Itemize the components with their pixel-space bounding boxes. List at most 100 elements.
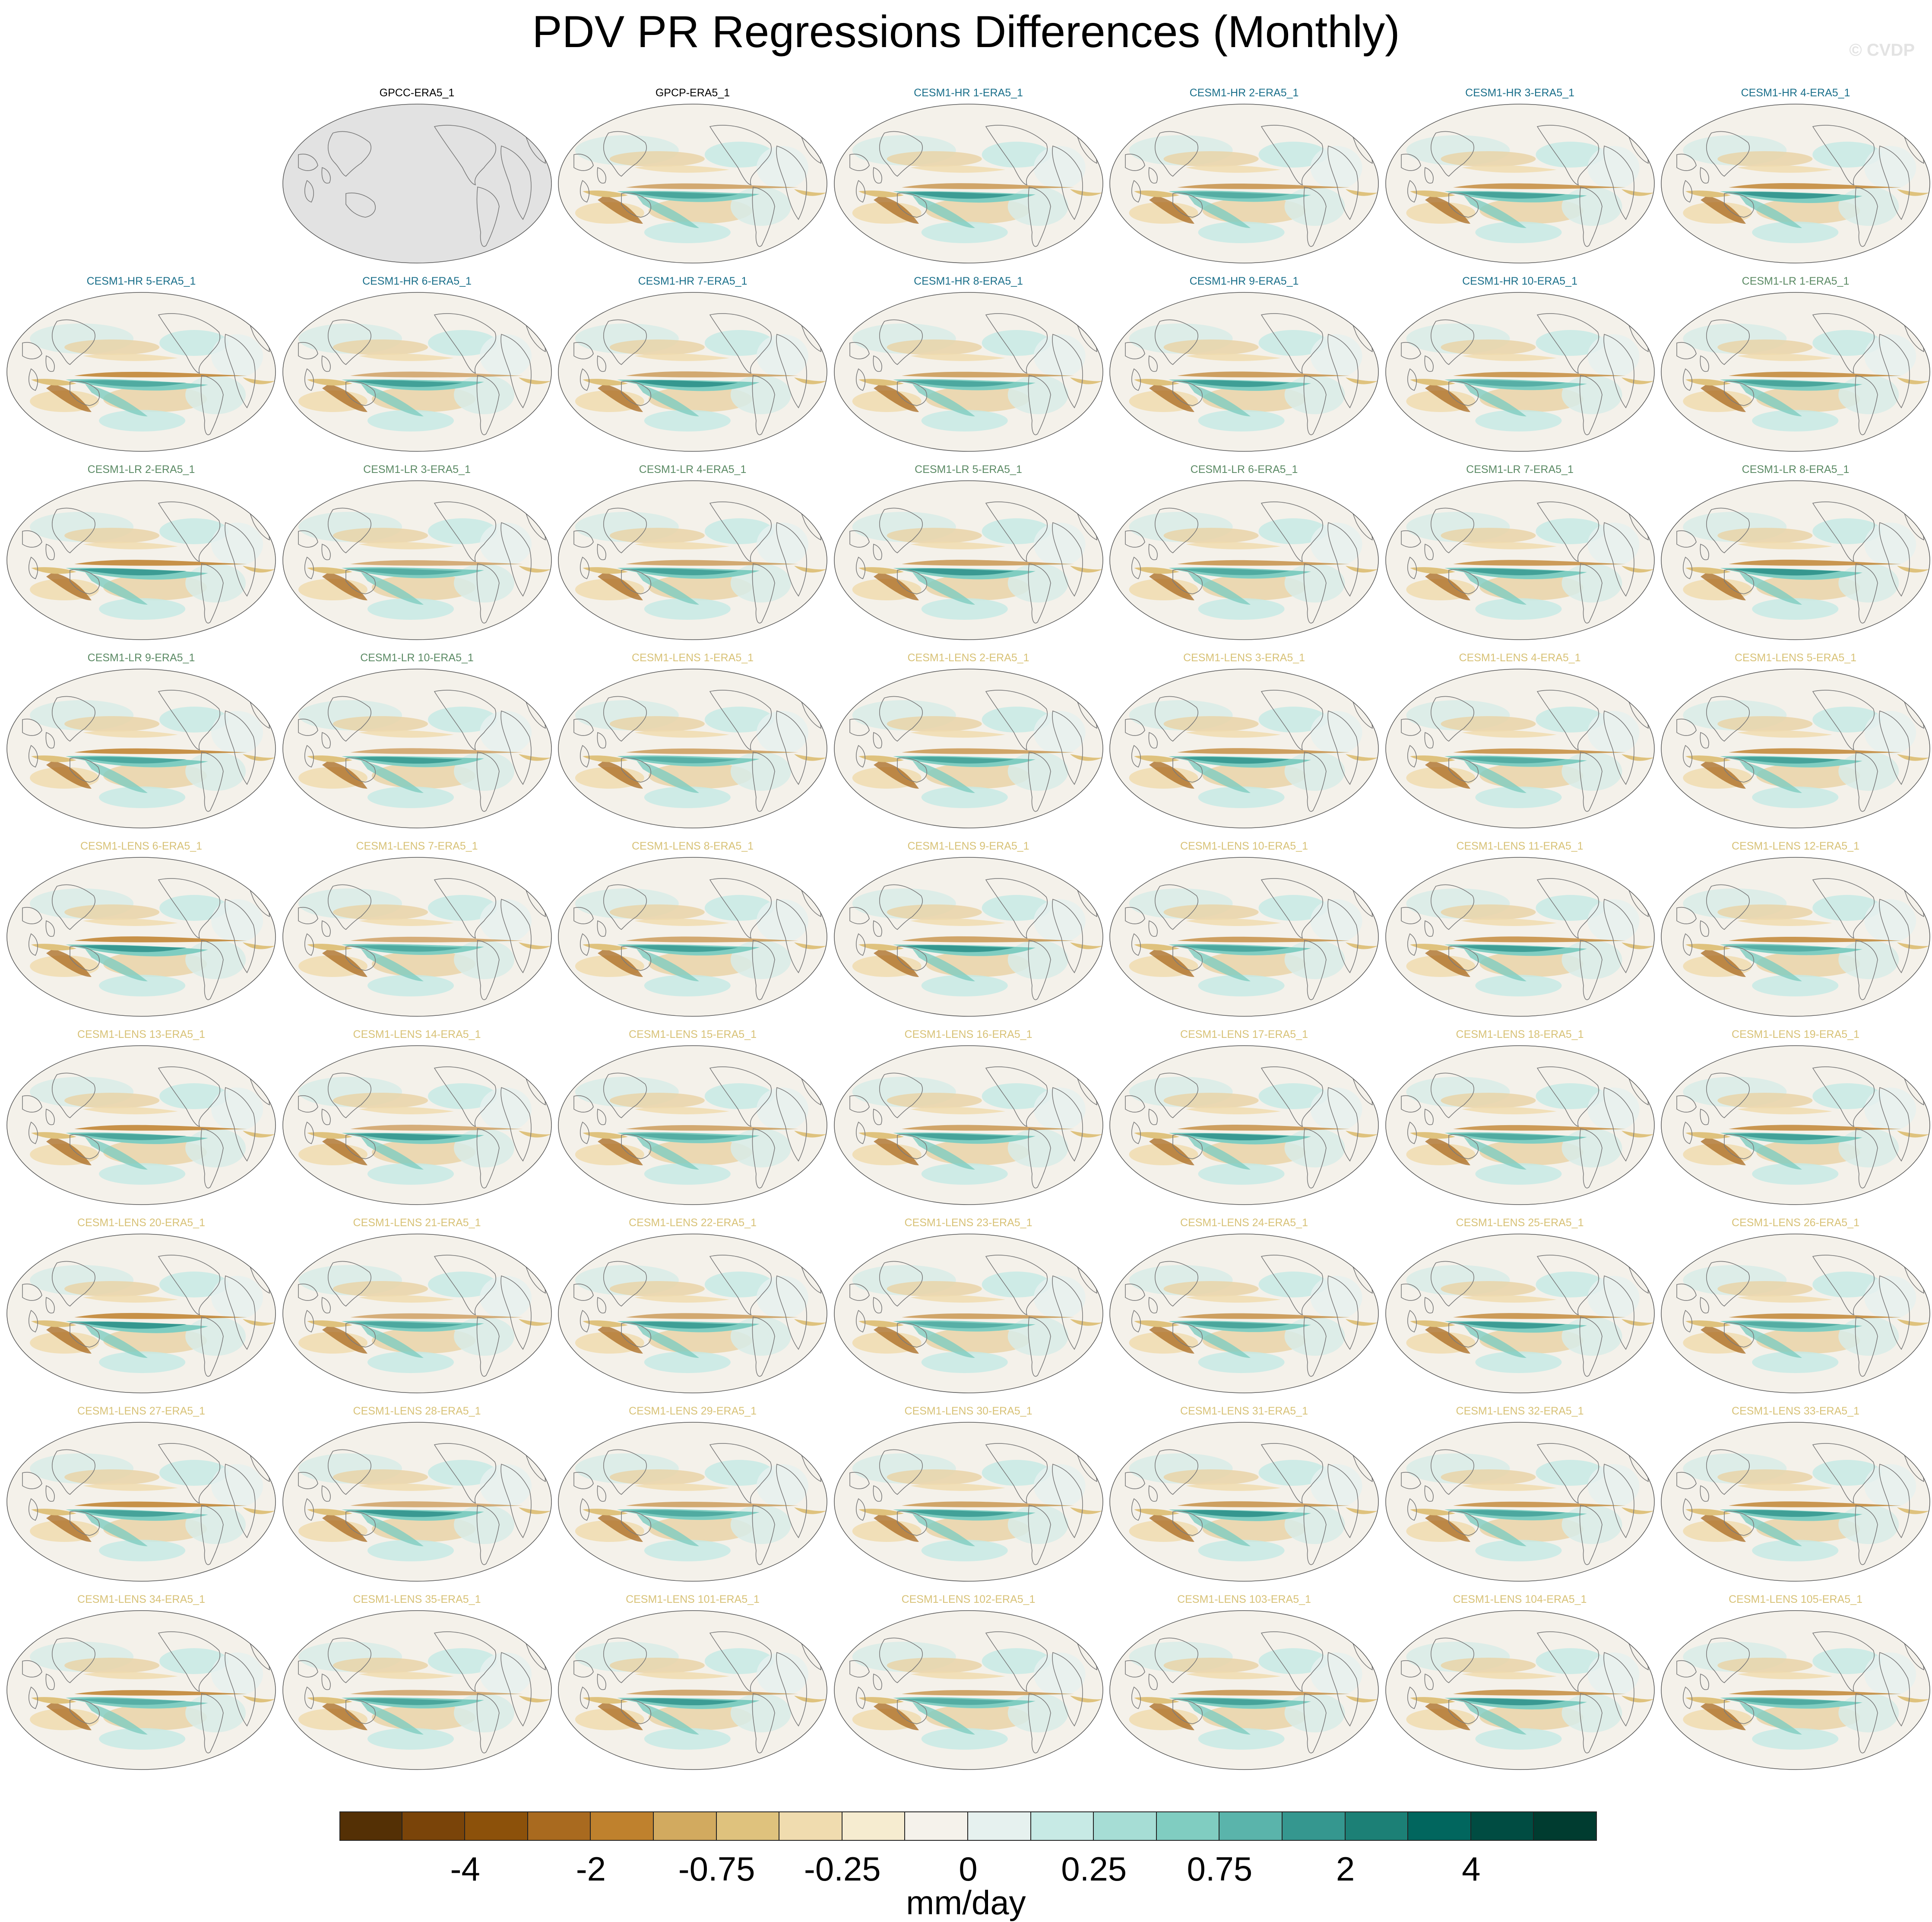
map-panel-title: CESM1-LENS 16-ERA5_1: [904, 1028, 1033, 1040]
map-panel: CESM1-LENS 34-ERA5_1: [5, 1593, 277, 1779]
world-map: [1385, 1422, 1655, 1582]
world-map: [558, 1234, 827, 1393]
map-panel-title: CESM1-LENS 14-ERA5_1: [353, 1028, 481, 1040]
map-panel: CESM1-LENS 16-ERA5_1: [833, 1028, 1105, 1214]
map-panel-title: CESM1-LENS 29-ERA5_1: [629, 1405, 757, 1417]
map-panel-title: CESM1-LENS 33-ERA5_1: [1732, 1405, 1859, 1417]
map-panel-title: CESM1-LENS 102-ERA5_1: [901, 1593, 1036, 1605]
map-panel: CESM1-LENS 101-ERA5_1: [557, 1593, 829, 1779]
map-panel-title: CESM1-LENS 19-ERA5_1: [1732, 1028, 1859, 1040]
map-panel-title: GPCP-ERA5_1: [655, 87, 730, 99]
world-map: [6, 1422, 276, 1582]
world-map: [282, 292, 552, 452]
map-panel: CESM1-LENS 31-ERA5_1: [1108, 1405, 1380, 1590]
map-panel: CESM1-LENS 11-ERA5_1: [1384, 840, 1656, 1025]
map-panel-title: CESM1-LR 10-ERA5_1: [360, 652, 474, 664]
map-panel-title: CESM1-LR 6-ERA5_1: [1190, 463, 1298, 476]
map-panel-title: CESM1-HR 2-ERA5_1: [1189, 87, 1299, 99]
world-map: [1385, 669, 1655, 828]
map-panel: CESM1-LR 3-ERA5_1: [281, 463, 553, 649]
world-map: [833, 104, 1103, 263]
map-panel-title: CESM1-LENS 34-ERA5_1: [77, 1593, 205, 1605]
map-panel: GPCC-ERA5_1: [281, 86, 553, 272]
map-panel-title: GPCC-ERA5_1: [379, 87, 455, 99]
world-map: [833, 1045, 1103, 1205]
map-panel-title: CESM1-LENS 105-ERA5_1: [1729, 1593, 1862, 1605]
map-panel: CESM1-LENS 17-ERA5_1: [1108, 1028, 1380, 1214]
world-map: [1109, 1422, 1379, 1582]
world-map: [1661, 480, 1930, 640]
world-map: [558, 1045, 827, 1205]
world-map: [6, 480, 276, 640]
map-panel-title: CESM1-LR 5-ERA5_1: [915, 463, 1022, 476]
map-panel: CESM1-HR 3-ERA5_1: [1384, 86, 1656, 272]
map-panel: CESM1-LR 7-ERA5_1: [1384, 463, 1656, 649]
map-panel: CESM1-LENS 9-ERA5_1: [833, 840, 1105, 1025]
colorbar-swatch: [1031, 1811, 1094, 1841]
map-panel: CESM1-LENS 22-ERA5_1: [557, 1216, 829, 1402]
map-panel: CESM1-LENS 5-ERA5_1: [1660, 651, 1932, 837]
map-panel: CESM1-LR 10-ERA5_1: [281, 651, 553, 837]
map-panel: CESM1-LENS 25-ERA5_1: [1384, 1216, 1656, 1402]
world-map: [558, 292, 827, 452]
colorbar-swatch: [1283, 1811, 1346, 1841]
world-map: [1661, 669, 1930, 828]
map-panel-title: CESM1-LENS 1-ERA5_1: [631, 652, 754, 664]
world-map: [1385, 1610, 1655, 1770]
map-panel-title: CESM1-HR 4-ERA5_1: [1741, 87, 1850, 99]
map-panel-title: CESM1-LENS 20-ERA5_1: [77, 1217, 205, 1229]
map-panel: CESM1-HR 7-ERA5_1: [557, 275, 829, 460]
world-map: [558, 480, 827, 640]
colorbar-tick-label: 4: [1462, 1850, 1481, 1888]
map-panel: CESM1-LENS 29-ERA5_1: [557, 1405, 829, 1590]
world-map: [833, 480, 1103, 640]
colorbar-swatch: [1094, 1811, 1157, 1841]
map-panel-title: CESM1-LR 8-ERA5_1: [1742, 463, 1850, 476]
colorbar-swatch: [402, 1811, 466, 1841]
colorbar-tick-label: 0.25: [1061, 1850, 1127, 1888]
map-panel: CESM1-LR 5-ERA5_1: [833, 463, 1105, 649]
world-map: [833, 1234, 1103, 1393]
map-panel: CESM1-LENS 20-ERA5_1: [5, 1216, 277, 1402]
world-map: [1385, 480, 1655, 640]
map-panel-title: CESM1-LENS 101-ERA5_1: [626, 1593, 760, 1605]
map-panel-title: CESM1-LENS 35-ERA5_1: [353, 1593, 481, 1605]
world-map: [833, 292, 1103, 452]
map-panel-title: CESM1-LENS 22-ERA5_1: [629, 1217, 757, 1229]
map-panel: CESM1-LENS 102-ERA5_1: [833, 1593, 1105, 1779]
colorbar-tick-label: -4: [450, 1850, 480, 1888]
map-panel: CESM1-HR 1-ERA5_1: [833, 86, 1105, 272]
map-panel-title: CESM1-LENS 30-ERA5_1: [904, 1405, 1033, 1417]
map-panel-title: CESM1-HR 7-ERA5_1: [638, 275, 747, 287]
world-map: [1109, 292, 1379, 452]
map-panel-title: CESM1-LR 1-ERA5_1: [1742, 275, 1850, 287]
map-panel-title: CESM1-LR 3-ERA5_1: [363, 463, 471, 476]
world-map: [1661, 1610, 1930, 1770]
map-panel-title: CESM1-LR 2-ERA5_1: [87, 463, 195, 476]
colorbar-swatch: [968, 1811, 1031, 1841]
map-panel-title: CESM1-LENS 17-ERA5_1: [1180, 1028, 1308, 1040]
world-map: [833, 669, 1103, 828]
map-panel: CESM1-HR 5-ERA5_1: [5, 275, 277, 460]
world-map: [1385, 1045, 1655, 1205]
map-panel: CESM1-LENS 15-ERA5_1: [557, 1028, 829, 1214]
colorbar-swatch: [1408, 1811, 1471, 1841]
world-map: [282, 480, 552, 640]
world-map: [1109, 857, 1379, 1017]
map-panel: CESM1-LENS 26-ERA5_1: [1660, 1216, 1932, 1402]
world-map: [1385, 104, 1655, 263]
map-panel: CESM1-LENS 7-ERA5_1: [281, 840, 553, 1025]
colorbar-swatch: [339, 1811, 402, 1841]
colorbar-tick-label: 0.75: [1187, 1850, 1253, 1888]
colorbar: [339, 1811, 1597, 1841]
world-map: [833, 1422, 1103, 1582]
map-panel: CESM1-LENS 32-ERA5_1: [1384, 1405, 1656, 1590]
world-map: [282, 1234, 552, 1393]
world-map: [558, 1422, 827, 1582]
map-panel-title: CESM1-HR 1-ERA5_1: [914, 87, 1023, 99]
map-panel-title: CESM1-LENS 2-ERA5_1: [907, 652, 1029, 664]
map-panel-title: CESM1-LENS 23-ERA5_1: [904, 1217, 1033, 1229]
colorbar-swatch: [716, 1811, 780, 1841]
world-map: [1385, 1234, 1655, 1393]
world-map: [558, 857, 827, 1017]
